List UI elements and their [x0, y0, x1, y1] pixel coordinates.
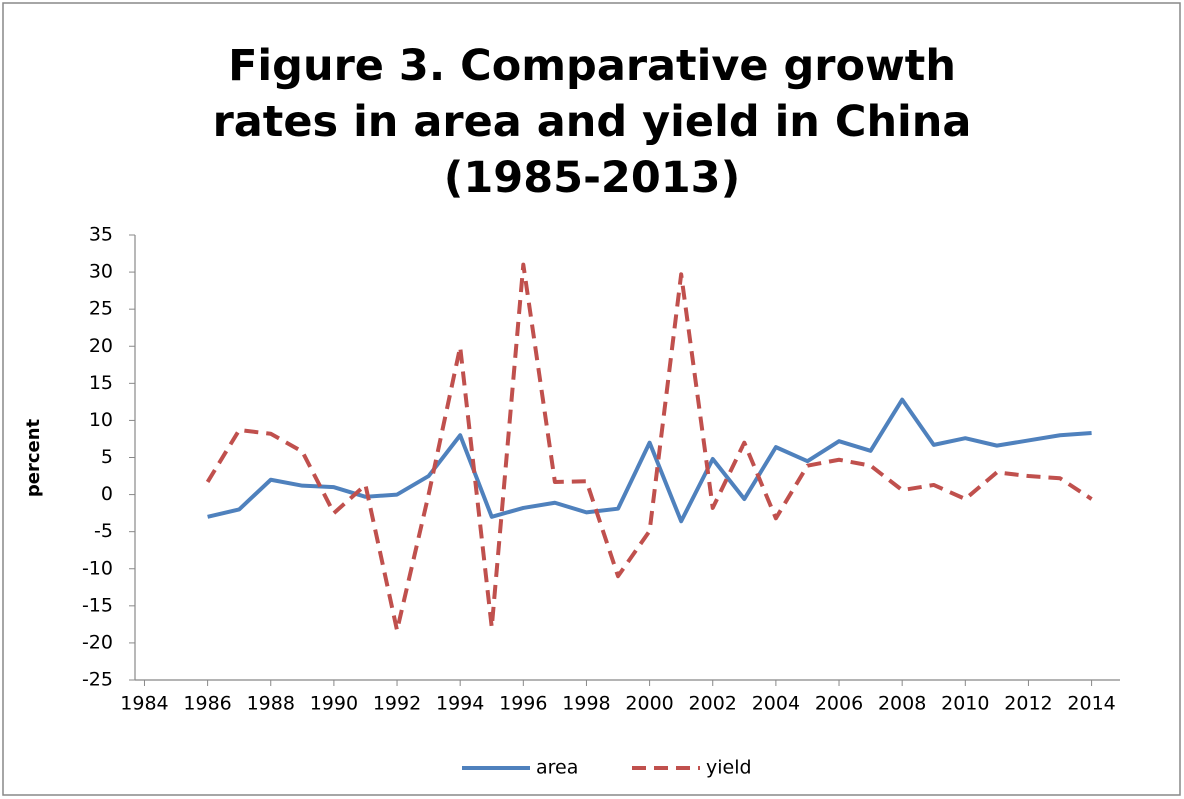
x-tick-label: 1996 — [499, 693, 547, 715]
y-tick-label: 15 — [89, 372, 113, 394]
y-tick-label: 25 — [89, 298, 113, 320]
x-tick-label: 2012 — [1004, 693, 1052, 715]
x-tick-label: 2002 — [689, 693, 737, 715]
x-tick-label: 1986 — [183, 693, 231, 715]
x-tick-label: 1992 — [373, 693, 421, 715]
line-series — [205, 262, 1093, 633]
y-tick-label: -25 — [82, 669, 113, 691]
x-tick-label: 1984 — [120, 693, 168, 715]
y-tick-label: 5 — [101, 446, 113, 468]
x-tick-label: 2010 — [941, 693, 989, 715]
chart-title: Figure 3. Comparative growth rates in ar… — [212, 41, 972, 203]
y-tick-label: -15 — [82, 594, 113, 616]
x-tick-label: 2006 — [815, 693, 863, 715]
x-tick-label: 2000 — [625, 693, 673, 715]
legend-label: yield — [706, 757, 752, 779]
x-tick-label: 1994 — [436, 693, 484, 715]
y-tick-label: -20 — [82, 631, 113, 653]
y-tick-label: 0 — [101, 483, 113, 505]
y-tick-label: -5 — [94, 520, 113, 542]
legend-label: area — [536, 757, 578, 779]
y-tick-label: -10 — [82, 557, 113, 579]
x-tick-label: 1998 — [562, 693, 610, 715]
y-tick-label: 35 — [89, 224, 113, 246]
x-tick-label: 2008 — [878, 693, 926, 715]
y-tick-label: 20 — [89, 335, 113, 357]
y-tick-label: 30 — [89, 261, 113, 283]
x-tick-label: 2004 — [752, 693, 800, 715]
x-tick-label: 1990 — [310, 693, 358, 715]
y-tick-label: 10 — [89, 409, 113, 431]
x-tick-label: 2014 — [1067, 693, 1115, 715]
y-axis-label: percent — [23, 418, 44, 497]
x-tick-label: 1988 — [247, 693, 295, 715]
